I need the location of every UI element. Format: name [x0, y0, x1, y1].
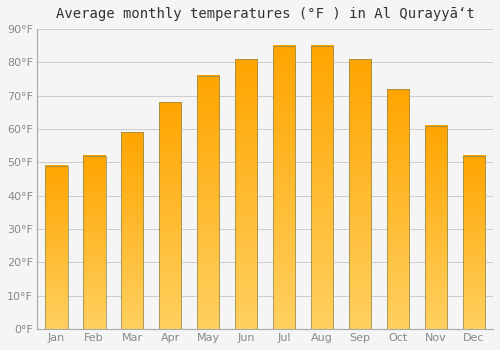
Title: Average monthly temperatures (°F ) in Al Qurayyāʻt: Average monthly temperatures (°F ) in Al…: [56, 7, 474, 21]
Bar: [120, 132, 144, 329]
Bar: [272, 46, 295, 329]
Bar: [196, 76, 220, 329]
Bar: [234, 59, 258, 329]
Bar: [82, 156, 106, 329]
Bar: [310, 46, 334, 329]
Bar: [386, 89, 409, 329]
Bar: [348, 59, 372, 329]
Bar: [44, 166, 68, 329]
Bar: [462, 156, 485, 329]
Bar: [158, 102, 182, 329]
Bar: [424, 126, 448, 329]
